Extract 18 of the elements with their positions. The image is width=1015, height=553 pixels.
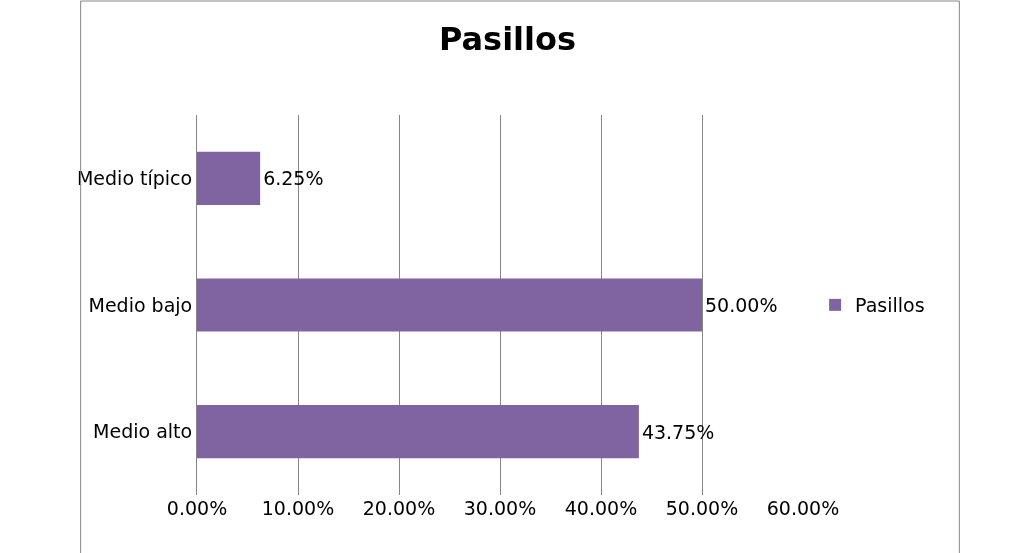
x-tick-label: 50.00% xyxy=(665,497,739,519)
y-tick-label: Medio alto xyxy=(93,420,193,443)
x-tick-label: 60.00% xyxy=(766,497,840,519)
x-tick-label: 20.00% xyxy=(362,497,436,519)
bar xyxy=(197,278,702,332)
x-tick-label: 30.00% xyxy=(463,497,537,519)
data-label: 6.25% xyxy=(263,167,324,190)
x-tick-label: 0.00% xyxy=(166,497,228,519)
legend-label: Pasillos xyxy=(855,294,925,317)
bar xyxy=(197,151,261,205)
chart-title: Pasillos xyxy=(438,19,577,58)
y-tick-label: Medio típico xyxy=(76,166,193,189)
x-tick-label: 10.00% xyxy=(261,497,335,519)
x-tick-label: 40.00% xyxy=(564,497,638,519)
y-tick-label: Medio bajo xyxy=(88,293,193,316)
data-label: 50.00% xyxy=(705,294,778,316)
data-label: 43.75% xyxy=(641,420,715,443)
bar xyxy=(197,405,639,459)
